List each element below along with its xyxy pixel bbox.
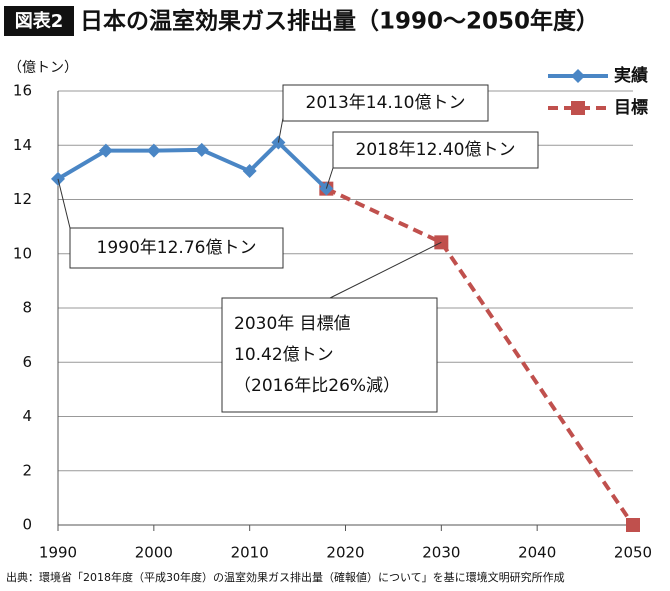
y-tick-label: 16 xyxy=(13,82,32,100)
y-tick-label: 2 xyxy=(22,461,32,479)
annotation-box xyxy=(69,227,284,269)
x-tick-label: 1990 xyxy=(39,544,77,562)
annotation-text: 1990年12.76億トン xyxy=(97,238,257,258)
y-tick-label: 0 xyxy=(22,516,32,534)
annotation-box xyxy=(332,131,539,169)
annotation-box xyxy=(221,297,438,413)
annotation-text: 2030年 目標値 xyxy=(234,314,351,334)
y-axis-label: （億トン） xyxy=(8,60,78,76)
series-line xyxy=(325,186,635,527)
x-tick-label: 2000 xyxy=(135,544,173,562)
annotation-text: 2018年12.40億トン xyxy=(356,140,516,160)
x-tick-label: 2010 xyxy=(231,544,269,562)
badge: 図表2 xyxy=(15,10,64,32)
legend-marker xyxy=(571,101,585,115)
legend-label: 実績 xyxy=(614,65,648,86)
point xyxy=(98,143,113,158)
annotation-text: 2013年14.10億トン xyxy=(306,93,466,113)
y-tick-label: 14 xyxy=(13,136,32,154)
annotation-text: 10.42億トン xyxy=(234,345,334,365)
leader-line xyxy=(277,117,284,143)
y-tick-label: 10 xyxy=(13,244,32,262)
legend-marker xyxy=(571,69,585,83)
series-line xyxy=(56,139,328,191)
leader-line xyxy=(325,167,334,189)
legend-label: 目標 xyxy=(614,97,648,118)
y-tick-label: 4 xyxy=(22,407,32,425)
y-tick-label: 6 xyxy=(22,353,32,371)
point xyxy=(194,142,209,157)
point xyxy=(146,143,161,158)
leader-line xyxy=(329,241,442,299)
point xyxy=(242,164,257,179)
x-tick-label: 2050 xyxy=(614,544,652,562)
annotation-text: （2016年比26%減） xyxy=(234,376,400,396)
source: 出典：環境省「2018年度（平成30年度）の温室効果ガス排出量（確報値）について… xyxy=(6,570,565,584)
x-tick-label: 2040 xyxy=(518,544,556,562)
leader-line xyxy=(57,178,71,229)
y-tick-label: 8 xyxy=(22,299,32,317)
y-tick-label: 12 xyxy=(13,190,32,208)
annotation-box xyxy=(282,84,489,122)
point xyxy=(626,518,640,532)
x-tick-label: 2020 xyxy=(326,544,364,562)
x-tick-label: 2030 xyxy=(422,544,460,562)
chart-title: 日本の温室効果ガス排出量（1990〜2050年度） xyxy=(80,8,599,35)
badge-box xyxy=(4,6,74,36)
